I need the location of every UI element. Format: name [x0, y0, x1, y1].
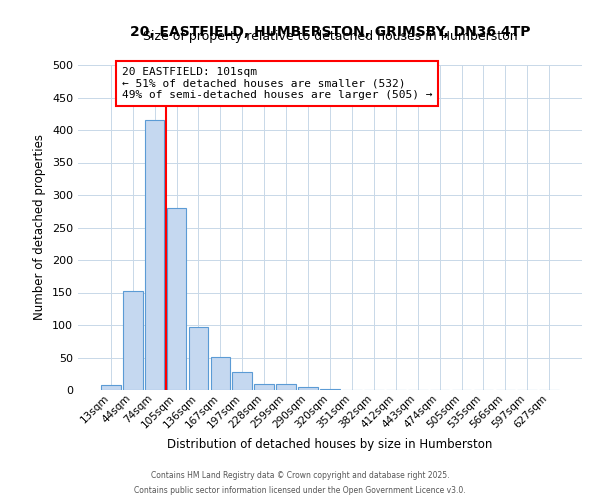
Text: Contains HM Land Registry data © Crown copyright and database right 2025.: Contains HM Land Registry data © Crown c…: [151, 471, 449, 480]
Bar: [101, 386, 121, 390]
Bar: [167, 208, 187, 390]
Y-axis label: Number of detached properties: Number of detached properties: [34, 134, 46, 320]
Bar: [211, 357, 230, 390]
Bar: [123, 290, 143, 390]
Bar: [232, 372, 252, 390]
Text: 20, EASTFIELD, HUMBERSTON, GRIMSBY, DN36 4TP: 20, EASTFIELD, HUMBERSTON, GRIMSBY, DN36…: [130, 25, 530, 39]
Text: Contains public sector information licensed under the Open Government Licence v3: Contains public sector information licen…: [134, 486, 466, 495]
Bar: [320, 388, 340, 390]
Bar: [188, 327, 208, 390]
Bar: [276, 384, 296, 390]
Text: 20 EASTFIELD: 101sqm
← 51% of detached houses are smaller (532)
49% of semi-deta: 20 EASTFIELD: 101sqm ← 51% of detached h…: [122, 67, 432, 100]
Bar: [254, 384, 274, 390]
Bar: [298, 387, 318, 390]
Title: Size of property relative to detached houses in Humberston: Size of property relative to detached ho…: [143, 30, 517, 43]
Bar: [145, 120, 164, 390]
X-axis label: Distribution of detached houses by size in Humberston: Distribution of detached houses by size …: [167, 438, 493, 451]
